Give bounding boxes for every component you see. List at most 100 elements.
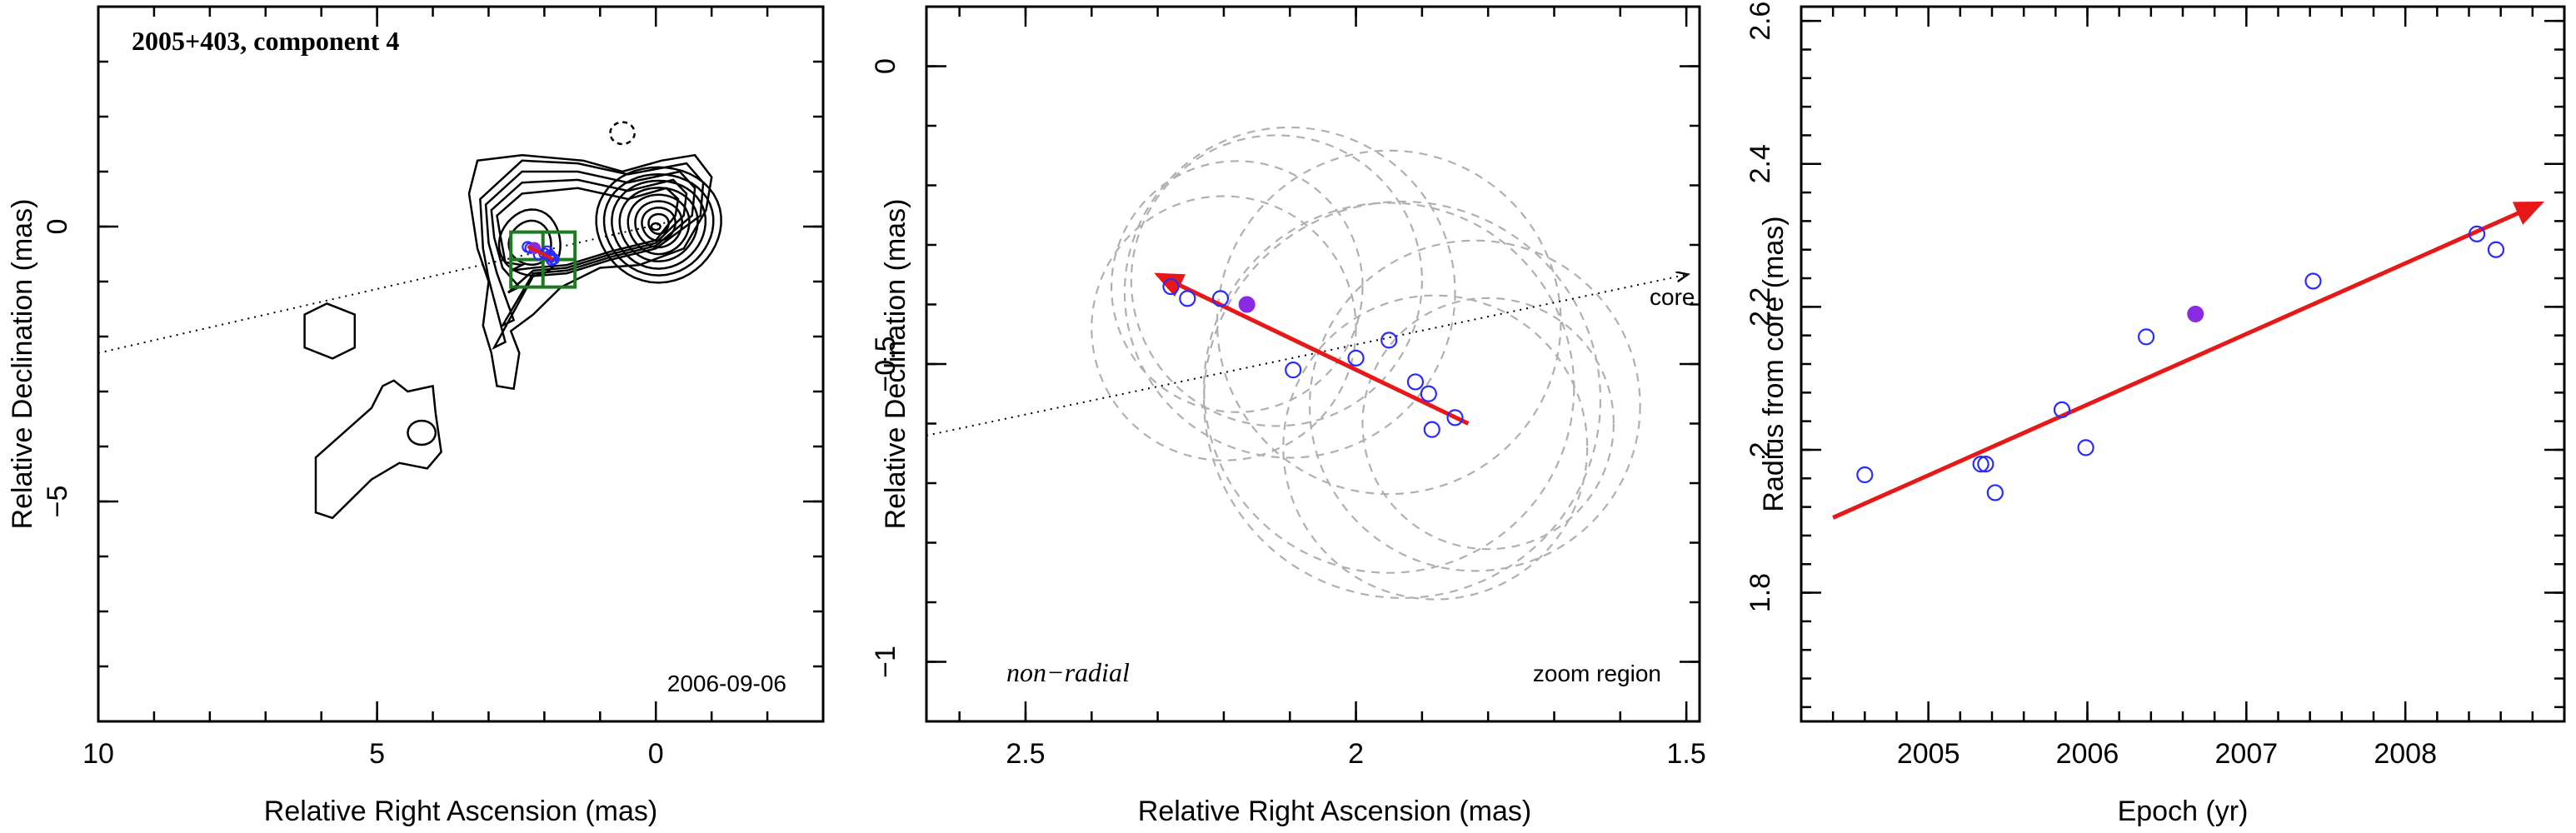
- panel-1-ylabel: Relative Declination (mas): [7, 199, 38, 530]
- data-point: [1380, 332, 1398, 349]
- contour-bridge-level: [484, 170, 696, 328]
- component-circle: [1110, 160, 1364, 413]
- component-circle: [1203, 200, 1602, 599]
- zoom-region-label: zoom region: [1533, 661, 1661, 686]
- panel-3-plot-area: [1832, 201, 2544, 520]
- data-point: [547, 252, 560, 266]
- contour-blob-left: [303, 302, 357, 360]
- data-point: [1347, 349, 1365, 367]
- x-tick-label: 2008: [2374, 738, 2437, 770]
- panel-1-contour-map: 10 5 0 0 −5 2005+403, component 4 2006-09-06…: [7, 5, 825, 827]
- data-point: [1972, 456, 1989, 473]
- y-tick-label: 0: [870, 58, 901, 74]
- data-point: [1285, 362, 1302, 379]
- data-point-current-epoch: [2187, 305, 2204, 322]
- data-point: [1977, 456, 1994, 473]
- core-direction-line: [926, 275, 1686, 436]
- panel-2-zoom-scatter: 2.5 2 1.5 0 −0.5 −1 core non−radial zoom regi…: [870, 5, 1706, 827]
- y-tick-label: 2.4: [1745, 144, 1776, 183]
- y-tick-label: −5: [42, 486, 73, 518]
- data-point: [1446, 409, 1464, 426]
- non-radial-label: non−radial: [1006, 657, 1130, 687]
- contour-blob-lower-inner: [407, 419, 437, 446]
- component-circle: [1361, 297, 1615, 551]
- y-tick-label: −1: [870, 646, 901, 678]
- panel-2-ylabel: Relative Declination (mas): [880, 199, 911, 530]
- data-point: [2468, 225, 2486, 242]
- x-tick-label: 1.5: [1667, 738, 1706, 770]
- motion-arrow: [1154, 272, 1470, 426]
- x-tick-label: 2005: [1897, 738, 1960, 770]
- y-tick-label: 1.8: [1745, 573, 1776, 612]
- data-point: [2077, 439, 2094, 456]
- component-circle: [1308, 239, 1641, 572]
- contour-negative: [609, 121, 637, 146]
- contour-lines: [303, 121, 722, 520]
- x-tick-label: 5: [369, 738, 385, 770]
- x-tick-label: 2006: [2056, 738, 2119, 770]
- data-point: [1986, 484, 2004, 501]
- panel-2-xlabel: Relative Right Ascension (mas): [1138, 796, 1531, 827]
- panel-1-date-label: 2006-09-06: [667, 671, 786, 696]
- core-direction-line: [98, 220, 673, 354]
- data-point-current-epoch: [1238, 296, 1256, 313]
- data-point: [2304, 272, 2322, 290]
- panel-3-xlabel: Epoch (yr): [2118, 796, 2249, 827]
- panel-1-frame: [97, 5, 825, 723]
- core-label: core: [1650, 284, 1695, 310]
- contour-component: [507, 219, 552, 266]
- y-tick-label: 2.6: [1745, 2, 1776, 41]
- panel-1-points: [522, 241, 560, 267]
- fit-arrow: [1832, 201, 2544, 520]
- data-point: [1420, 385, 1437, 402]
- panel-3-radius-vs-epoch: 2005 2006 2007 2008 1.8 2 2.2 2.4 2.6 Epoch (yr)…: [1745, 2, 2566, 827]
- motion-arrow-small: [527, 244, 554, 261]
- y-tick-label: 2: [1745, 441, 1776, 457]
- panel-2-frame: [925, 5, 1701, 723]
- component-circle: [1123, 126, 1456, 459]
- contour-core-peak: [650, 222, 661, 232]
- x-tick-label: 2.5: [1006, 738, 1045, 770]
- panel-1-plot-area: [98, 121, 722, 520]
- y-tick-label: −0.5: [870, 336, 901, 392]
- panel-3-ylabel: Radius from core (mas): [1758, 216, 1790, 511]
- contour-blob-lower: [314, 379, 442, 520]
- component-circle: [1216, 149, 1562, 496]
- x-tick-label: 10: [82, 738, 114, 770]
- x-tick-label: 2: [1348, 738, 1364, 770]
- data-point: [1179, 290, 1196, 307]
- panel-2-ticks: 2.5 2 1.5 0 −0.5 −1: [870, 5, 1706, 770]
- x-tick-label: 0: [648, 738, 664, 770]
- component-circles: [1091, 126, 1641, 601]
- data-point: [1211, 290, 1230, 307]
- y-tick-label: 0: [42, 219, 73, 235]
- panel-2-points: [1162, 277, 1464, 438]
- component-circle: [1282, 294, 1589, 601]
- data-point: [2138, 328, 2155, 346]
- x-tick-label: 2007: [2215, 738, 2279, 770]
- data-point: [2053, 401, 2071, 419]
- contour-core-level: [602, 172, 715, 277]
- zoom-region-box: [509, 230, 577, 289]
- panel-1-ticks: 10 5 0 0 −5: [42, 5, 825, 770]
- contour-core-level: [618, 187, 699, 263]
- contour-component: [497, 208, 562, 277]
- contour-core-level: [611, 179, 707, 270]
- data-point: [2487, 241, 2505, 258]
- y-tick-label: 2.2: [1745, 287, 1776, 327]
- panel-2-plot-area: [926, 126, 1686, 601]
- contour-outer: [467, 153, 713, 391]
- component-circle: [1091, 195, 1357, 461]
- component-circle: [1130, 134, 1423, 427]
- data-point: [1406, 373, 1425, 391]
- contour-bridge-level: [479, 159, 705, 351]
- panel-1-xlabel: Relative Right Ascension (mas): [264, 796, 657, 827]
- panel-3-ticks: 2005 2006 2007 2008 1.8 2 2.2 2.4 2.6: [1745, 2, 2566, 770]
- contour-bridge-level: [496, 187, 680, 272]
- panel-3-points: [1856, 225, 2505, 501]
- data-point: [1856, 466, 1874, 484]
- data-point: [1423, 421, 1440, 438]
- data-point: [1162, 277, 1180, 296]
- panel-1-title: 2005+403, component 4: [132, 26, 399, 56]
